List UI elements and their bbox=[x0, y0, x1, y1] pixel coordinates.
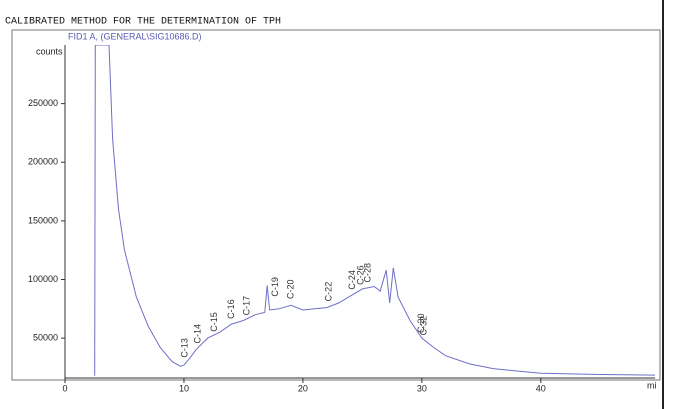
y-tick-label: 200000 bbox=[28, 157, 58, 167]
x-axis-label: mi bbox=[647, 380, 657, 390]
y-tick-label: 150000 bbox=[28, 215, 58, 225]
peak-label: C-14 bbox=[193, 324, 203, 344]
y-tick-label: 50000 bbox=[33, 333, 58, 343]
y-tick-label: 250000 bbox=[28, 98, 58, 108]
x-tick-label: 10 bbox=[179, 383, 189, 393]
peak-label: C-17 bbox=[241, 296, 251, 316]
x-tick-label: 0 bbox=[62, 383, 67, 393]
peak-label: C-26 bbox=[356, 265, 366, 285]
x-tick-label: 40 bbox=[536, 383, 546, 393]
x-tick-label: 30 bbox=[417, 383, 427, 393]
peak-label: C-30 bbox=[416, 313, 426, 333]
peak-label: C-16 bbox=[226, 299, 236, 319]
x-tick-label: 20 bbox=[298, 383, 308, 393]
frame bbox=[11, 29, 661, 381]
peak-label: C-22 bbox=[323, 282, 333, 302]
peak-label: C-28 bbox=[363, 263, 373, 283]
peak-label: C-20 bbox=[285, 279, 295, 299]
y-tick-label: 100000 bbox=[28, 274, 58, 284]
peak-label: C-13 bbox=[180, 338, 190, 358]
peak-label: C-32 bbox=[419, 316, 429, 336]
chart-title: CALIBRATED METHOD FOR THE DETERMINATION … bbox=[5, 17, 281, 28]
peak-label: C-19 bbox=[270, 277, 280, 297]
y-axis-label: counts bbox=[36, 46, 63, 56]
legend-entry: FID1 A, (GENERAL\SIG10686.D) bbox=[68, 31, 202, 41]
peak-label: C-24 bbox=[347, 270, 357, 290]
peak-label: C-15 bbox=[209, 312, 219, 332]
trace bbox=[94, 45, 655, 376]
